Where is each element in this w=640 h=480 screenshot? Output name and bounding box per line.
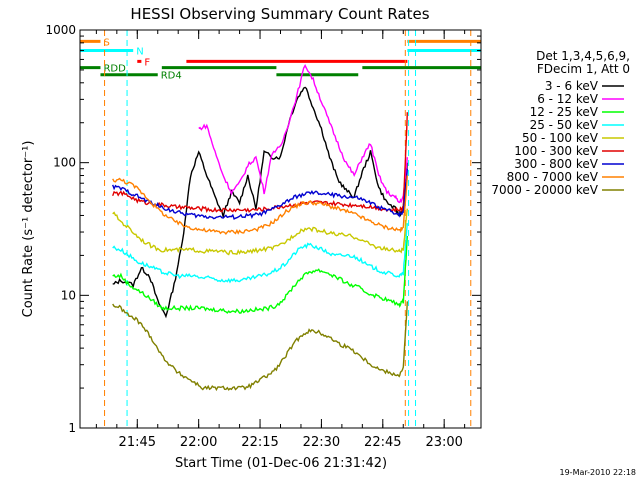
- legend-entry-label: 800 - 7000 keV: [507, 170, 599, 184]
- x-tick-label: 21:45: [119, 435, 156, 450]
- legend-header-line: Det 1,3,4,5,6,9,: [536, 49, 630, 63]
- legend-entry-label: 25 - 50 keV: [530, 118, 599, 132]
- y-tick-label: 100: [53, 156, 76, 170]
- marker-label-s: S: [103, 37, 109, 48]
- series-line-4: [112, 208, 408, 256]
- y-axis-ticks: 1 10 100 1000: [45, 23, 481, 435]
- series-line-5: [112, 112, 408, 214]
- x-tick-label: 22:30: [303, 435, 340, 450]
- series-line-6: [112, 168, 408, 220]
- series-line-7: [112, 175, 408, 236]
- series-line-0: [112, 86, 408, 319]
- chart-title: HESSI Observing Summary Count Rates: [130, 5, 429, 23]
- marker-label-rd4: RD4: [161, 71, 182, 82]
- legend-entry-label: 7000 - 20000 keV: [491, 183, 598, 197]
- marker-label-f: F: [144, 57, 150, 68]
- legend: Det 1,3,4,5,6,9,FDecim 1, Att 0 3 - 6 keV…: [491, 49, 630, 197]
- y-tick-label: 1: [68, 421, 76, 435]
- plot-frame: [79, 29, 482, 429]
- legend-entry-label: 6 - 12 keV: [537, 92, 599, 106]
- legend-entry-label: 100 - 300 keV: [514, 144, 598, 158]
- marker-label-n: N: [136, 47, 143, 58]
- series-line-2: [112, 235, 408, 314]
- legend-entry-label: 50 - 100 keV: [522, 131, 599, 145]
- series-line-3: [112, 223, 408, 284]
- x-tick-label: 23:00: [425, 435, 462, 450]
- series-line-1: [198, 63, 408, 204]
- x-axis-ticks: 21:45 22:00 22:15 22:30 22:45 23:00: [95, 30, 466, 450]
- y-tick-label: 1000: [45, 23, 76, 37]
- footer-date: 19-Mar-2010 22:18: [560, 468, 637, 477]
- legend-entry-label: 3 - 6 keV: [545, 79, 599, 93]
- x-axis-label: Start Time (01-Dec-06 21:31:42): [175, 456, 387, 471]
- instrument-state-markers: S NF RDD RD4: [80, 37, 481, 82]
- series-lines: [112, 63, 408, 392]
- legend-entry-label: 300 - 800 keV: [514, 157, 598, 171]
- event-vertical-lines: [104, 30, 472, 428]
- marker-label-rdd: RDD: [103, 64, 126, 75]
- x-tick-label: 22:00: [180, 435, 217, 450]
- legend-entry-label: 12 - 25 keV: [530, 105, 599, 119]
- legend-header-line: FDecim 1, Att 0: [537, 62, 630, 76]
- x-tick-label: 22:15: [241, 435, 278, 450]
- y-tick-label: 10: [61, 288, 76, 302]
- y-axis-label: Count Rate (s⁻¹ detector⁻¹): [21, 141, 36, 318]
- x-tick-label: 22:45: [364, 435, 401, 450]
- series-line-8: [112, 301, 408, 392]
